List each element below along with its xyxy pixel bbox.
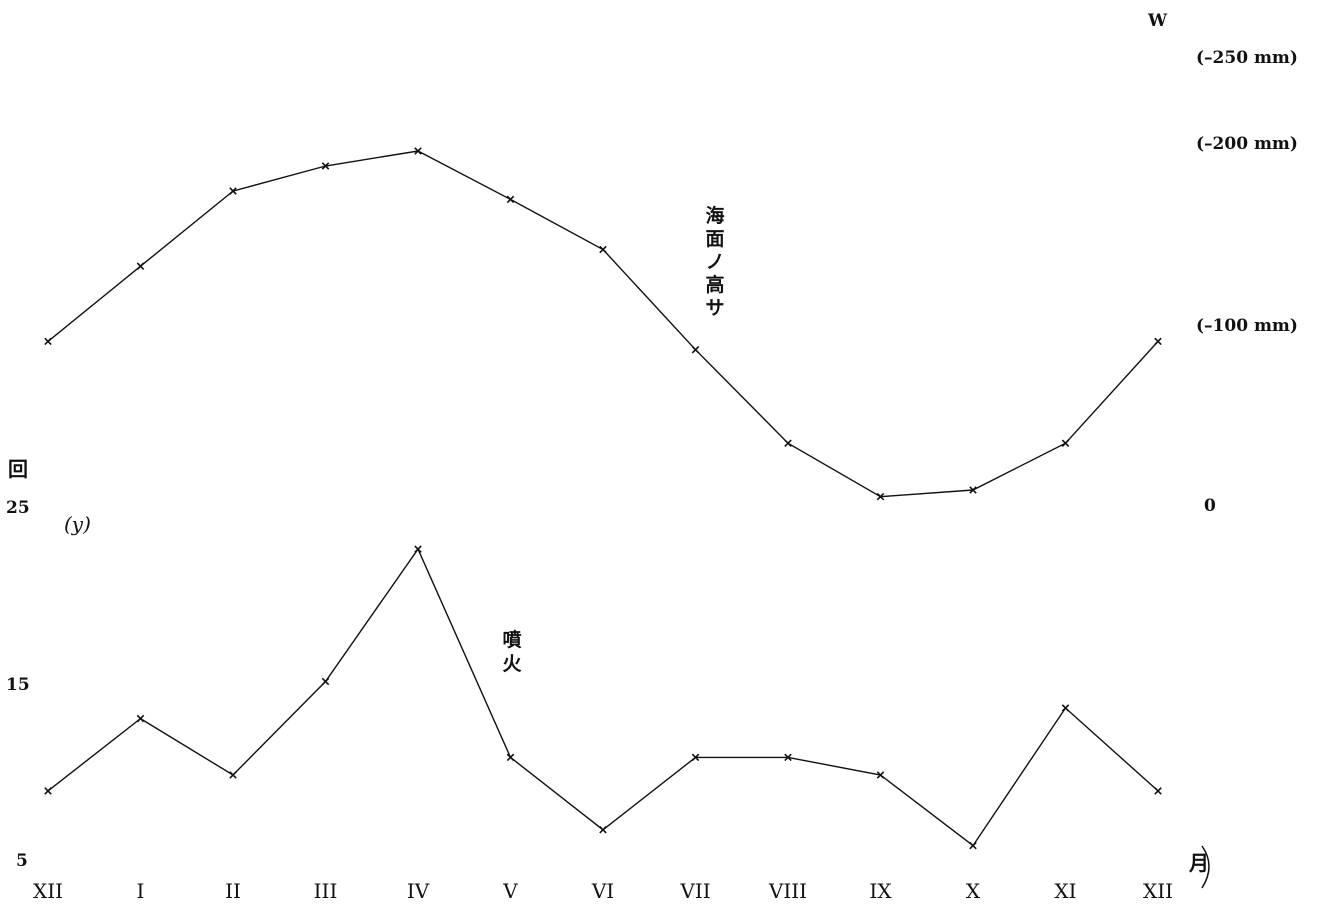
series-label-char: 火 — [502, 653, 522, 675]
right-axis-title: W — [1147, 11, 1168, 31]
data-point-s0-0 — [44, 337, 52, 346]
data-point-s0-11 — [1061, 439, 1070, 447]
x-tick-label: V — [502, 879, 518, 903]
data-point-s1-12 — [1154, 787, 1162, 795]
series-lines — [47, 150, 1159, 847]
data-point-s1-10 — [969, 841, 977, 850]
data-point-s0-3 — [321, 162, 330, 170]
data-point-s0-9 — [876, 492, 885, 501]
data-point-s0-6 — [599, 245, 607, 254]
series-line-1 — [47, 547, 1159, 847]
x-tick-label: III — [314, 879, 338, 903]
data-point-s0-7 — [691, 345, 700, 354]
data-point-s1-1 — [136, 714, 145, 723]
data-point-s0-1 — [136, 262, 145, 270]
x-tick-label: VII — [679, 879, 710, 903]
left-tick-25: 25 — [6, 498, 30, 518]
data-point-s0-8 — [784, 439, 792, 447]
data-point-s0-4 — [414, 147, 422, 155]
x-tick-label: VI — [591, 879, 614, 903]
data-point-s1-9 — [876, 771, 885, 779]
left-tick-15: 15 — [6, 675, 30, 695]
right-tick-250: (–250 mm) — [1196, 48, 1298, 68]
data-point-s1-2 — [229, 771, 237, 779]
x-tick-label: XI — [1054, 879, 1076, 903]
series-label-char: 海 — [705, 204, 724, 227]
x-tick-labels: XII I II III IV V VI VII VIII IX X XI XII — [33, 879, 1173, 903]
data-point-s1-5 — [506, 753, 515, 762]
series-label-char: サ — [705, 297, 724, 319]
x-tick-label: I — [137, 879, 145, 903]
left-axis-variable: (y) — [64, 512, 91, 536]
data-point-s1-7 — [691, 753, 700, 762]
left-axis-title: 回 — [8, 457, 28, 481]
x-unit-label: 月 — [1188, 851, 1209, 875]
x-tick-label: XII — [1143, 879, 1173, 903]
series-label-char: 噴 — [502, 629, 522, 651]
series-label-char: 高 — [705, 273, 724, 296]
series-label-char: 面 — [705, 228, 724, 250]
right-tick-0: 0 — [1204, 496, 1216, 516]
data-point-s1-4 — [414, 545, 422, 553]
data-point-s0-12 — [1154, 337, 1162, 346]
x-tick-label: IX — [869, 879, 892, 903]
right-tick-100: (–100 mm) — [1196, 316, 1298, 336]
x-tick-label: VIII — [768, 879, 807, 903]
x-tick-label: XII — [33, 879, 63, 903]
data-point-s1-6 — [599, 825, 607, 834]
data-point-s1-3 — [321, 677, 330, 686]
x-tick-label: X — [966, 879, 981, 903]
data-point-s1-11 — [1061, 704, 1070, 712]
data-point-s0-2 — [229, 187, 237, 195]
data-point-s0-5 — [506, 195, 515, 204]
series-markers — [44, 147, 1162, 850]
series-label-char: ノ — [705, 251, 724, 273]
series-line-0 — [47, 150, 1159, 498]
data-point-s1-0 — [44, 787, 52, 795]
series-label-eruption: 噴火 — [502, 629, 522, 675]
right-tick-200: (–200 mm) — [1196, 134, 1298, 154]
data-point-s0-10 — [969, 486, 977, 494]
left-tick-5: 5 — [16, 851, 28, 871]
x-unit-bracket — [1201, 845, 1210, 889]
data-point-s1-8 — [784, 753, 792, 762]
x-tick-label: II — [225, 879, 241, 903]
x-tick-label: IV — [407, 879, 430, 903]
